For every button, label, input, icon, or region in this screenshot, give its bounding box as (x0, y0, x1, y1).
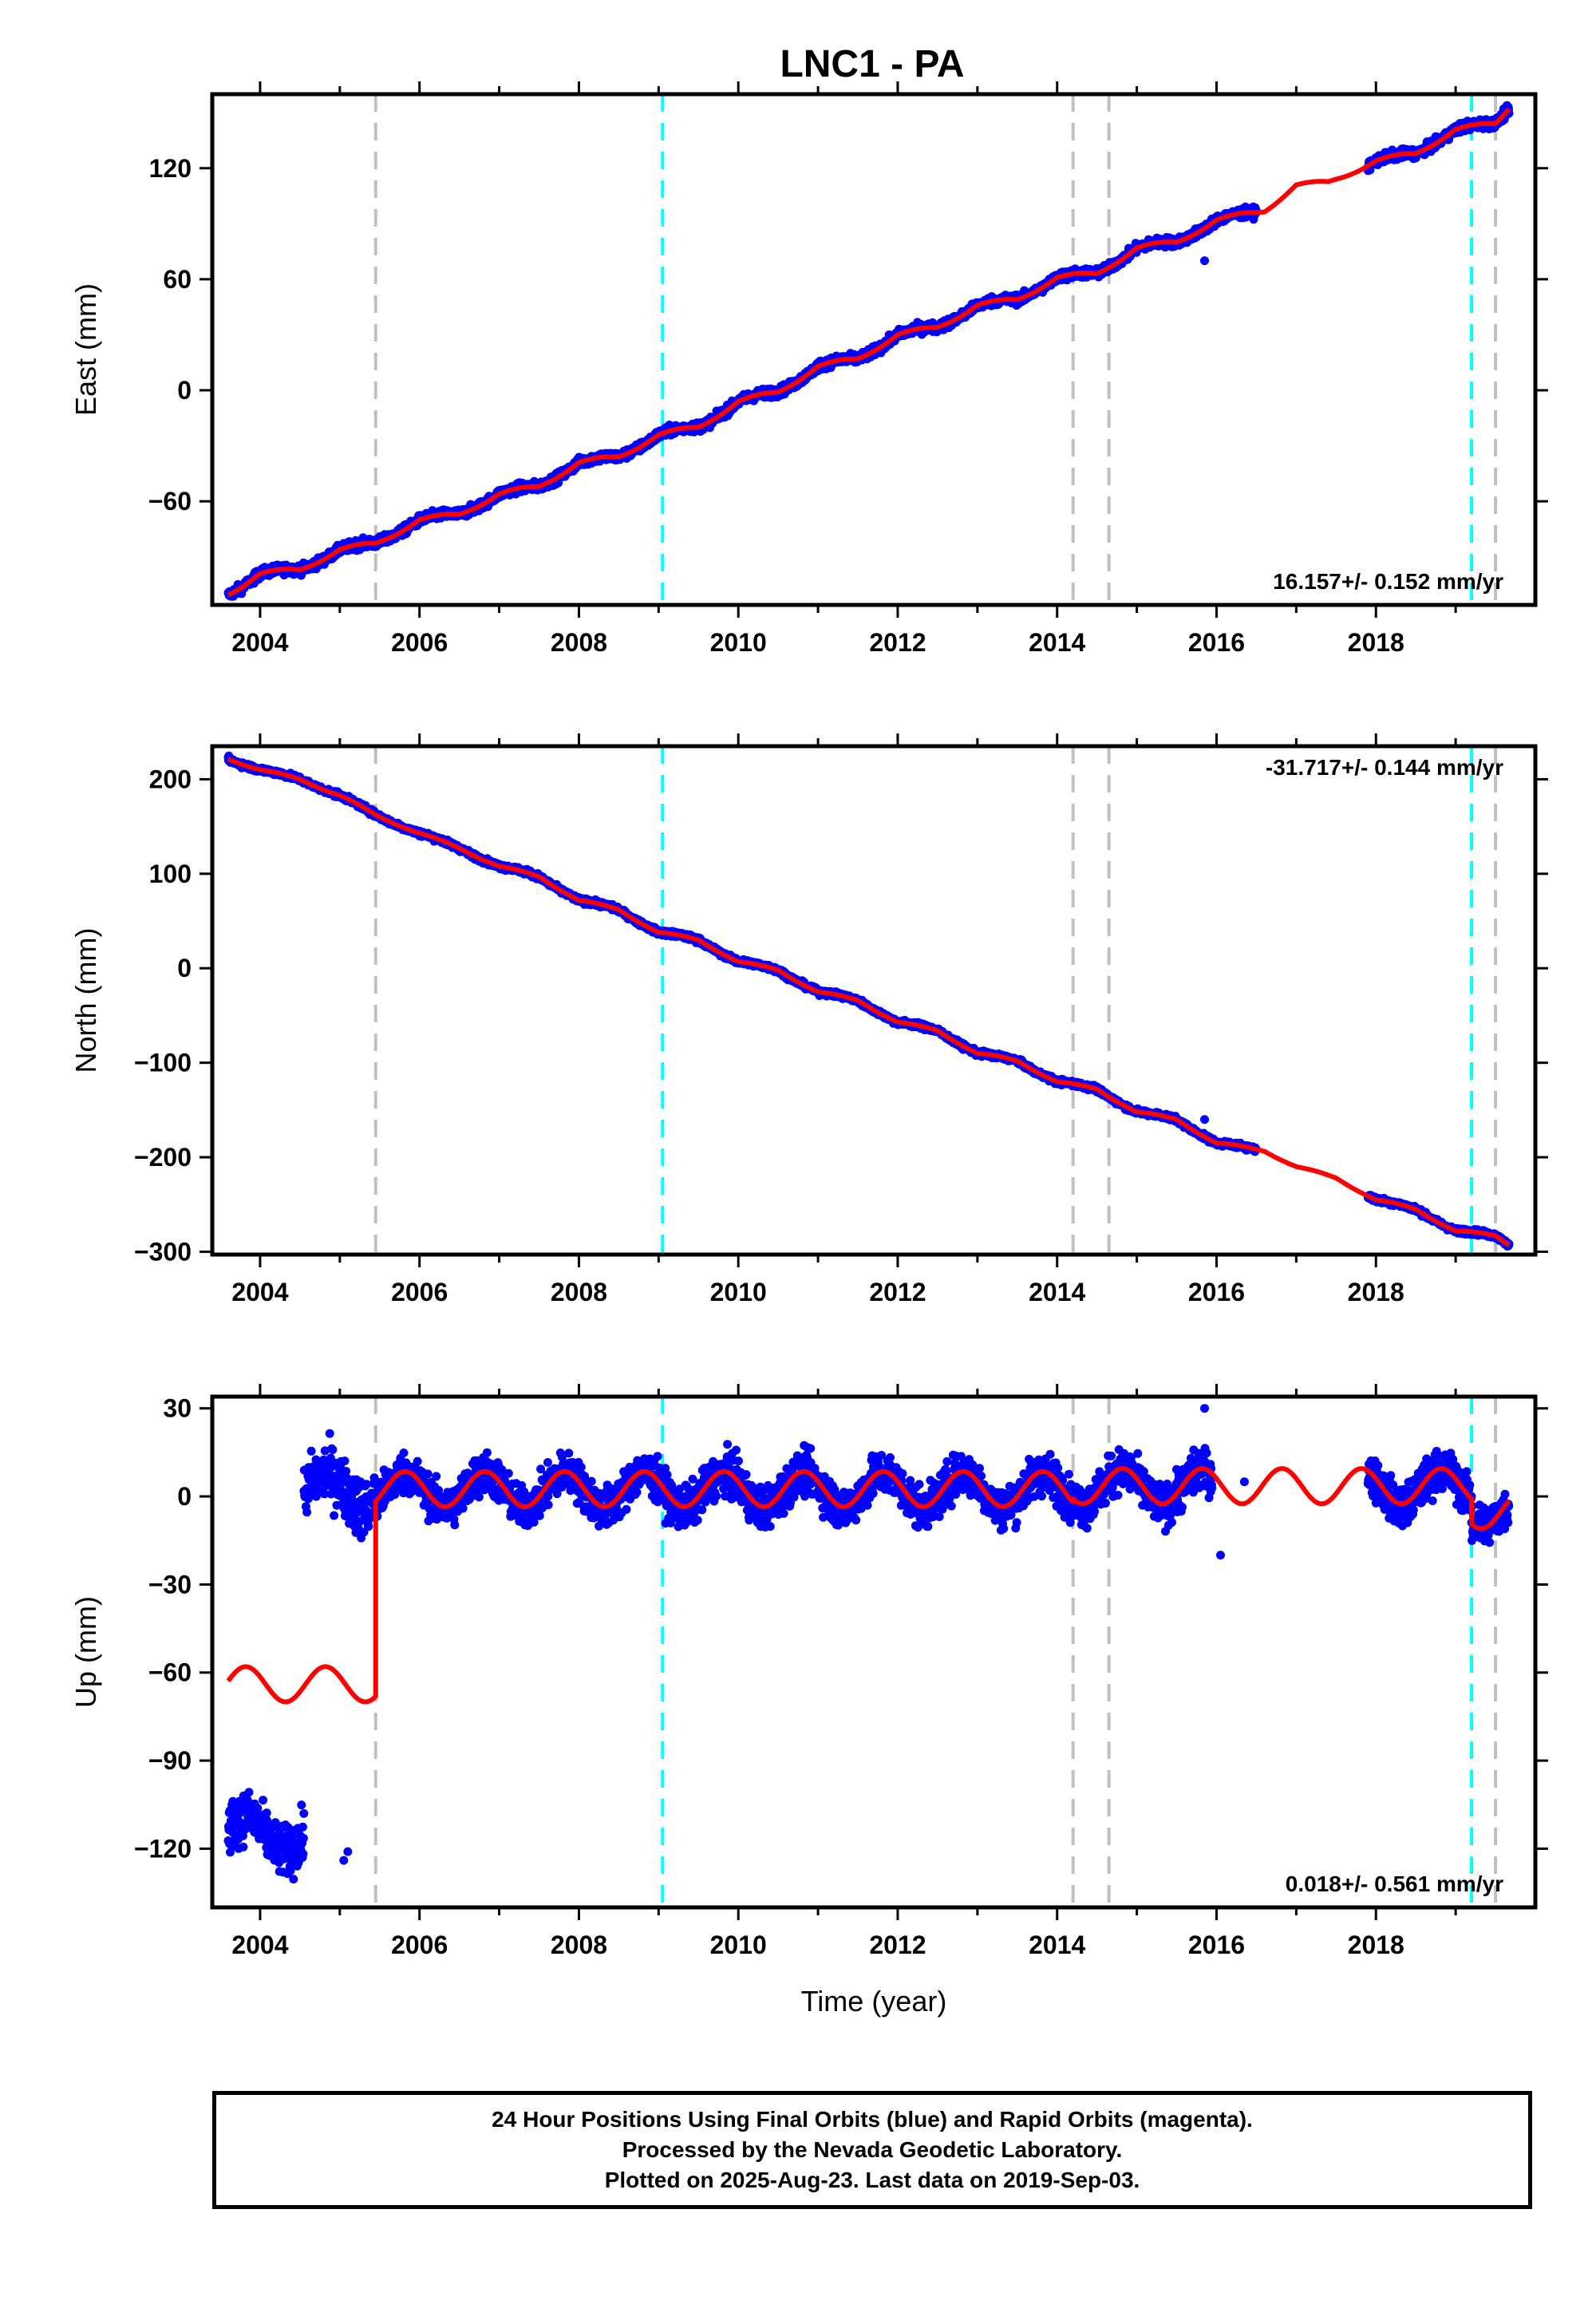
east-ytick-label: −60 (148, 487, 192, 516)
east-frame (210, 92, 1538, 607)
north-plot-area (223, 746, 1514, 1255)
east-xtick-label: 2008 (551, 628, 607, 657)
east-xtick-label: 2004 (231, 628, 288, 657)
east-ytick-label: 120 (149, 154, 192, 183)
east-data-point (1200, 256, 1209, 266)
east-xtick-label: 2010 (710, 628, 767, 657)
east-xtick-label: 2006 (391, 628, 448, 657)
east-rate-label: 16.157+/- 0.152 mm/yr (1273, 569, 1503, 594)
east-data-points (223, 101, 1514, 601)
east-model-fit-line (227, 107, 1511, 598)
east-xtick-label: 2014 (1029, 628, 1085, 657)
east-xtick-label: 2016 (1188, 628, 1245, 657)
east-ylabel: East (mm) (69, 283, 102, 416)
chart-title: LNC1 - PA (780, 43, 964, 85)
east-plot-area (223, 94, 1514, 605)
east-ytick-label: 60 (163, 265, 192, 294)
east-panel: −60 0 60 120 2004 2006 2008 2010 2012 2014 2016 201… (69, 81, 1548, 657)
north-data-points (223, 751, 1514, 1251)
east-xtick-label: 2018 (1348, 628, 1404, 657)
east-ytick-label: 0 (177, 376, 192, 405)
east-xtick-label: 2012 (869, 628, 926, 657)
